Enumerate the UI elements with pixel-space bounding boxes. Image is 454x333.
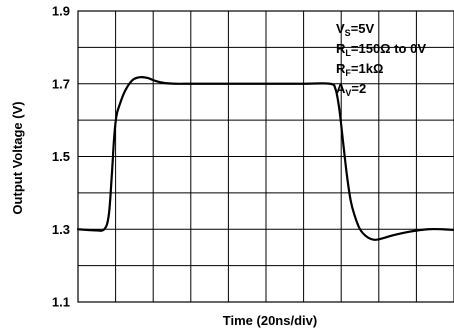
annotation-line: RL=150Ω to 0V [336,41,426,58]
y-tick-label: 1.7 [52,76,70,91]
series-line [76,75,454,241]
y-tick-label: 1.3 [52,222,70,237]
y-axis-label: Output Voltage (V) [10,101,25,214]
y-tick-label: 1.1 [52,295,70,310]
y-tick-labels: 1.1 1.3 1.5 1.7 1.9 [52,4,70,310]
grid [78,11,454,302]
y-tick-label: 1.9 [52,4,70,19]
annotation-box: VS=5V RL=150Ω to 0V RF=1kΩ AV=2 [336,21,426,98]
series [76,75,454,241]
annotation-line: AV=2 [336,81,366,98]
plot-frame [77,10,454,303]
annotation-line: RF=1kΩ [336,61,383,78]
x-axis-label: Time (20ns/div) [223,313,317,328]
y-tick-label: 1.5 [52,149,70,164]
annotation-line: VS=5V [336,21,375,38]
